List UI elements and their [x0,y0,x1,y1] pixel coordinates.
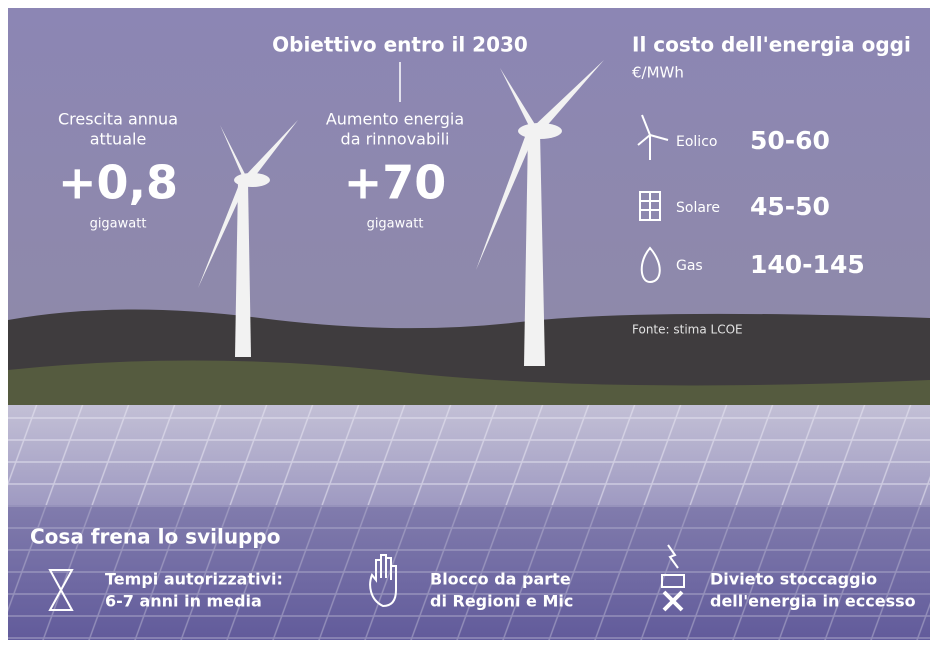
cost-source: Eolico [676,134,717,150]
cost-range: 140-145 [750,250,865,279]
cost-source: Gas [676,258,703,274]
obstacle-text: Blocco da parte [430,570,571,589]
infographic: Obiettivo entro il 2030 Il costo dell'en… [0,0,937,646]
costs-title: Il costo dell'energia oggi [632,33,911,57]
stat-label: da rinnovabili [341,130,450,149]
stat-unit: gigawatt [90,217,147,232]
cost-range: 45-50 [750,192,830,221]
obstacle-text: dell'energia in eccesso [710,592,916,611]
obstacle-text: Divieto stoccaggio [710,570,877,589]
cost-source: Solare [676,200,720,216]
obstacles-title: Cosa frena lo sviluppo [30,525,280,549]
costs-unit: €/MWh [632,64,684,82]
page: {"header": {"title": "Obiettivo entro il… [0,0,937,646]
obstacle-text: 6-7 anni in media [105,592,262,611]
stat-value: +0,8 [58,156,178,210]
obstacle-text: Tempi autorizzativi: [105,570,283,589]
stat-label: attuale [90,130,147,149]
costs-note: Fonte: stima LCOE [632,323,743,337]
header-title: Obiettivo entro il 2030 [272,33,528,57]
stat-label: Aumento energia [326,110,464,129]
stat-unit: gigawatt [367,217,424,232]
obstacle-text: di Regioni e Mic [430,592,573,611]
stat-label: Crescita annua [58,110,178,129]
cost-range: 50-60 [750,126,830,155]
stat-value: +70 [344,156,447,210]
